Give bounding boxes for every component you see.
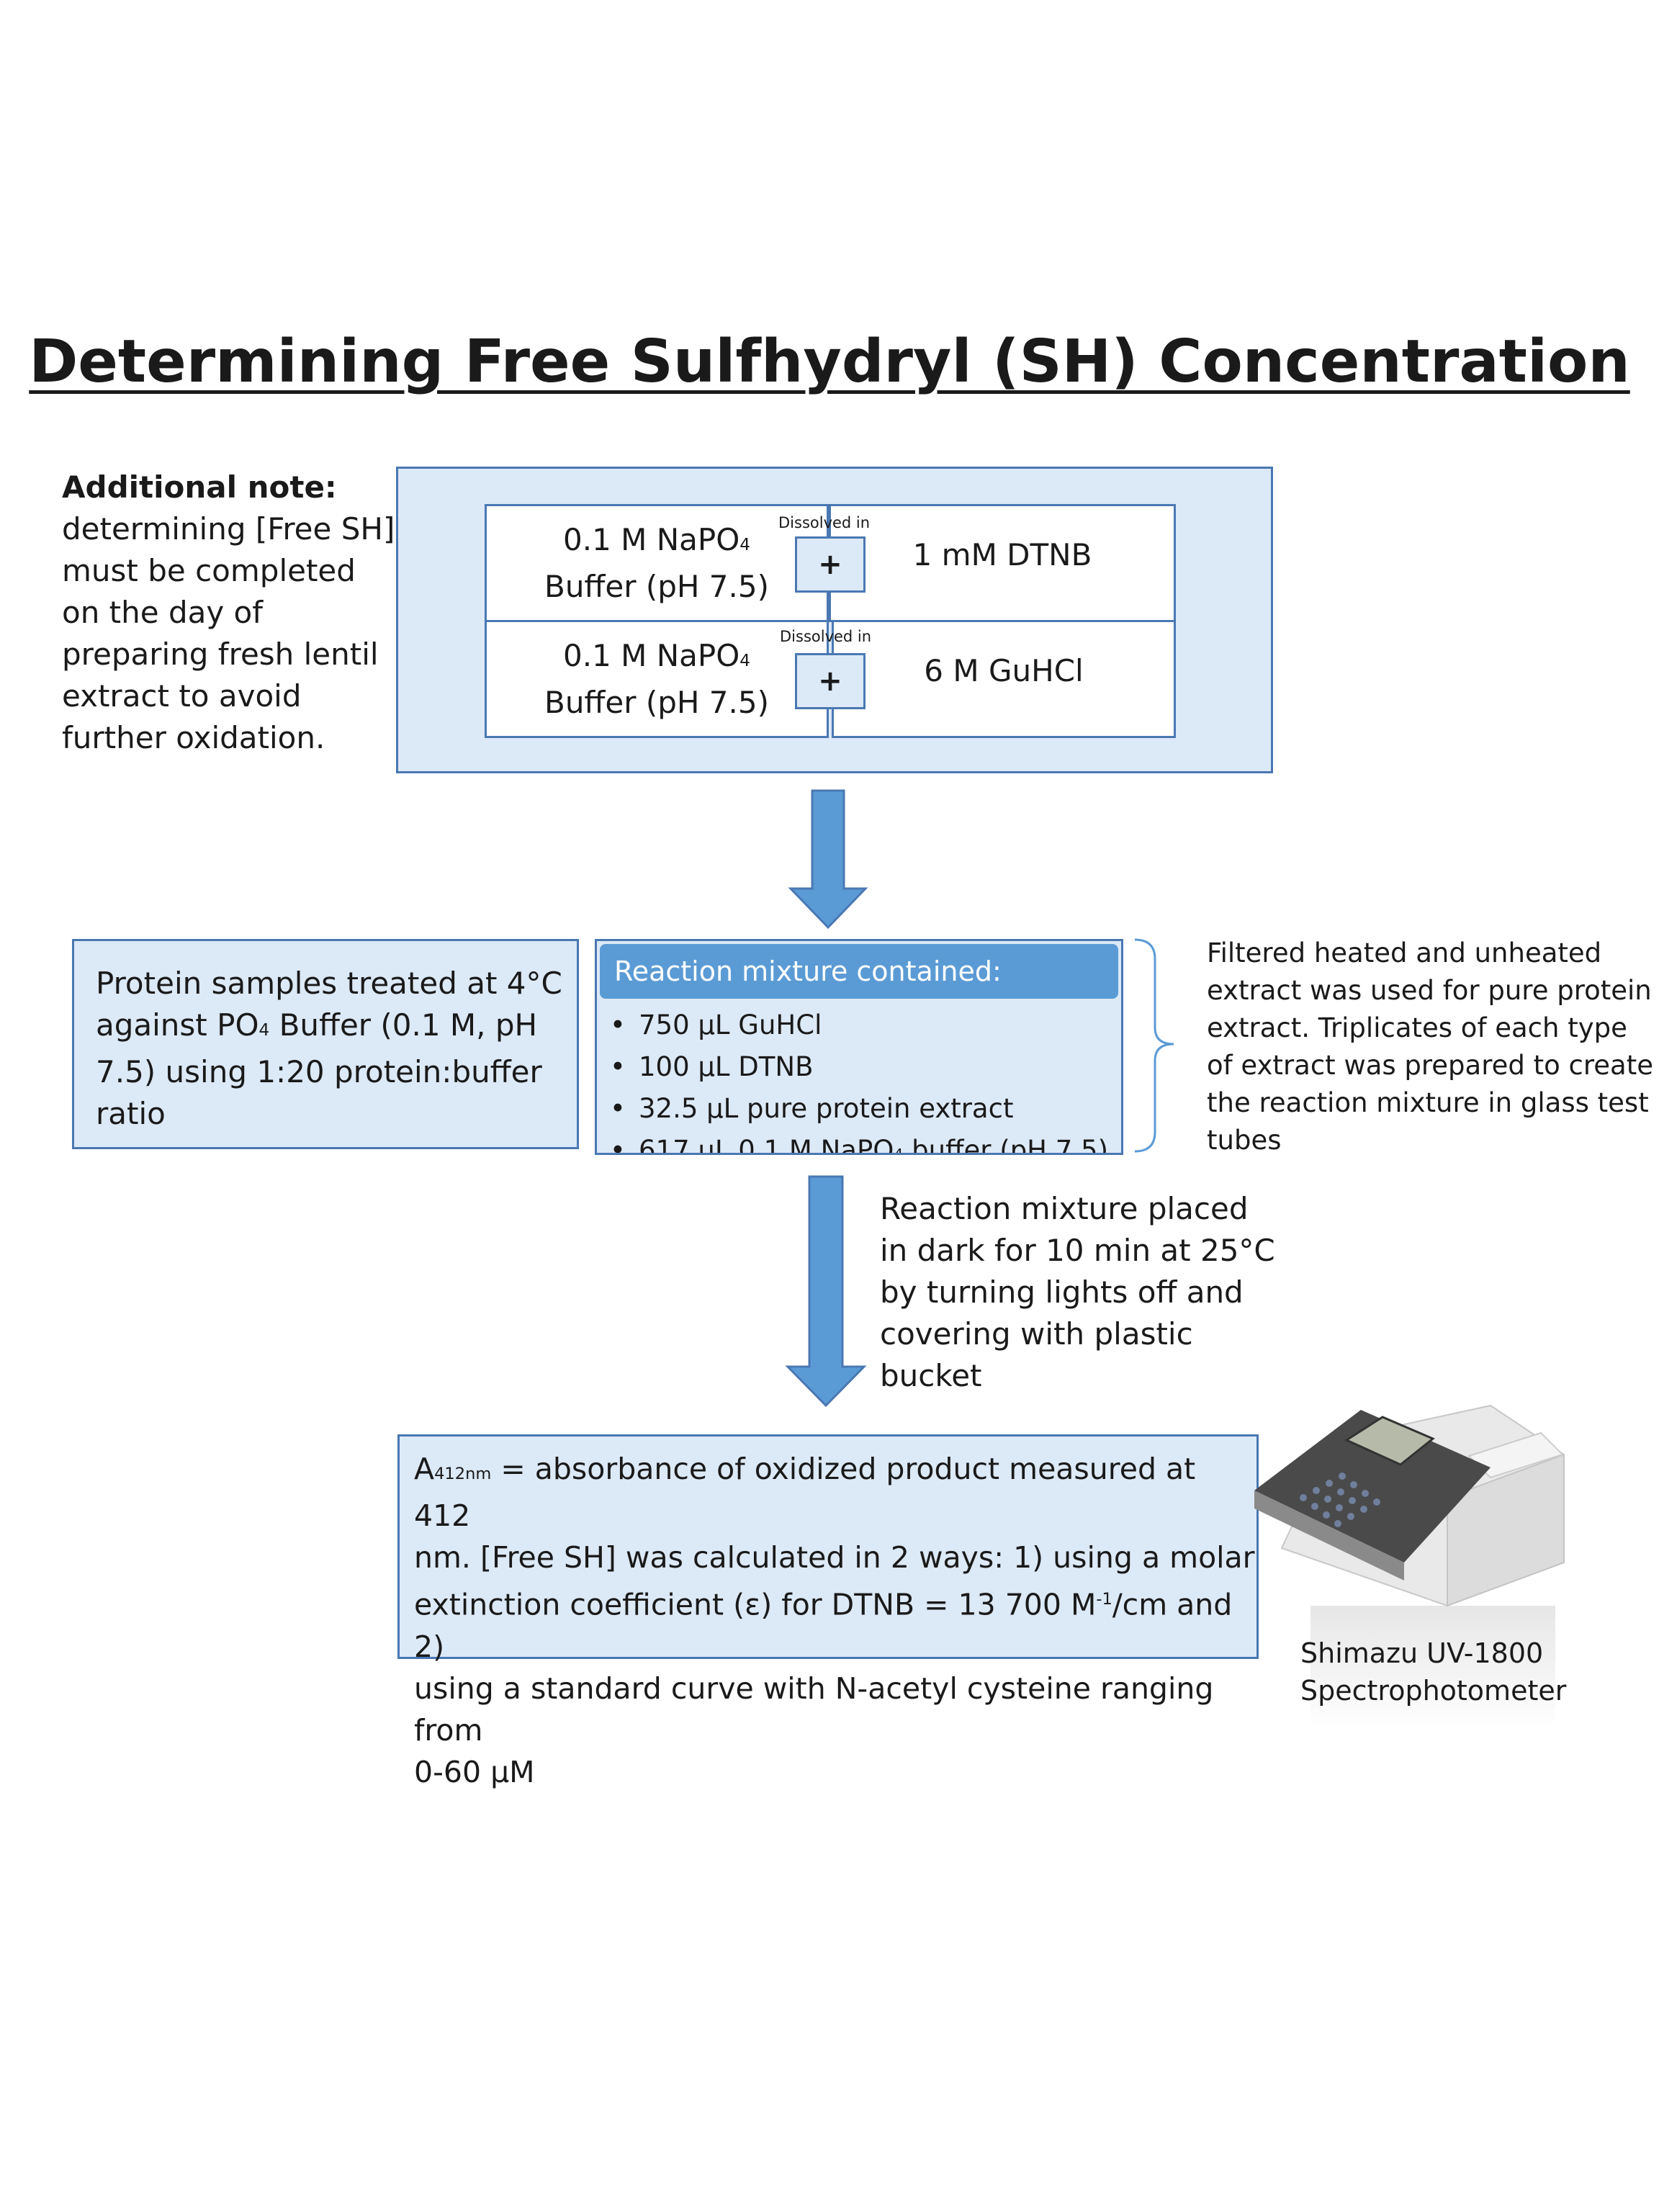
protein-line: against PO4 Buffer (0.1 M, pH [96,1007,538,1043]
note-line: tubes [1207,1125,1282,1156]
plus-connector-2: + [795,653,866,709]
note-line: Filtered heated and unheated [1207,938,1602,968]
list-item: 617 µL 0.1 M NaPO4 buffer (pH 7.5) [597,1130,1121,1153]
additional-note: Additional note: determining [Free SH] m… [62,467,400,759]
buffer-cell-1: 0.1 M NaPO4 Buffer (pH 7.5) [485,504,829,622]
note-line: the reaction mixture in glass test [1207,1087,1649,1118]
note-line: preparing fresh lentil [62,637,379,672]
protein-line: Protein samples treated at 4°C [96,966,562,1001]
buffer-cell-1-line2: Buffer (pH 7.5) [544,568,769,604]
dissolved-in-label-2: Dissolved in [780,628,872,645]
absorbance-line: using a standard curve with N-acetyl cys… [414,1671,1214,1748]
note-line: covering with plastic [880,1316,1193,1352]
buffer-cell-2-line1: 0.1 M NaPO4 [563,637,750,673]
note-line: further oxidation. [62,720,325,755]
note-line: bucket [880,1358,982,1393]
note-line: on the day of [62,595,264,630]
instrument-type: Spectrophotometer [1300,1675,1567,1707]
plus-connector-1: + [795,536,866,593]
reaction-list: 750 µL GuHCl 100 µL DTNB 32.5 µL pure pr… [597,1004,1121,1153]
filtered-extract-note: Filtered heated and unheated extract was… [1207,935,1653,1159]
buffer-cell-2: 0.1 M NaPO4 Buffer (pH 7.5) [485,620,829,738]
note-line: extract was used for pure protein [1207,975,1652,1006]
note-line: determining [Free SH] [62,511,395,547]
note-line: must be completed [62,553,356,588]
list-item: 32.5 µL pure protein extract [597,1088,1121,1130]
down-arrow-2 [785,1175,867,1408]
dtnb-cell: 1 mM DTNB [829,504,1176,622]
page-title: Determining Free Sulfhydryl (SH) Concent… [29,328,1630,396]
buffer-cell-2-line2: Buffer (pH 7.5) [544,684,769,720]
note-line: Reaction mixture placed [880,1191,1249,1226]
note-line: in dark for 10 min at 25°C [880,1233,1275,1268]
protein-line: ratio [96,1096,166,1131]
buffer-cell-1-line1: 0.1 M NaPO4 [563,521,750,557]
absorbance-box: A412nm = absorbance of oxidized product … [397,1434,1259,1789]
absorbance-line: A412nm = absorbance of oxidized product … [414,1452,1196,1533]
dtnb-label: 1 mM DTNB [912,537,1092,572]
reaction-header: Reaction mixture contained: [600,944,1118,999]
guhcl-label: 6 M GuHCl [924,653,1084,688]
protein-treatment-box: Protein samples treated at 4°C against P… [72,939,579,1149]
absorbance-line: nm. [Free SH] was calculated in 2 ways: … [414,1540,1255,1575]
absorbance-line: extinction coefficient (ε) for DTNB = 13… [414,1587,1233,1664]
note-line: by turning lights off and [880,1274,1244,1310]
guhcl-cell: 6 M GuHCl [832,620,1176,738]
instrument-name: Shimazu UV-1800 [1300,1637,1544,1669]
note-line: extract to avoid [62,678,302,714]
right-brace [1134,938,1174,1153]
down-arrow-1 [788,789,868,930]
dissolved-in-label-1: Dissolved in [778,514,871,531]
dark-incubation-note: Reaction mixture placed in dark for 10 m… [880,1188,1283,1397]
note-line: of extract was prepared to create [1207,1050,1653,1081]
reaction-mixture-box: Reaction mixture contained: 750 µL GuHCl… [595,939,1123,1155]
instrument-caption: Shimazu UV-1800 Spectrophotometer [1300,1635,1566,1709]
note-line: extract. Triplicates of each type [1207,1012,1627,1043]
list-item: 100 µL DTNB [597,1046,1121,1088]
spectrophotometer-image [1254,1404,1565,1728]
note-heading: Additional note: [62,469,337,505]
absorbance-line: 0-60 µM [414,1754,535,1789]
list-item: 750 µL GuHCl [597,1004,1121,1046]
protein-line: 7.5) using 1:20 protein:buffer [96,1054,542,1089]
